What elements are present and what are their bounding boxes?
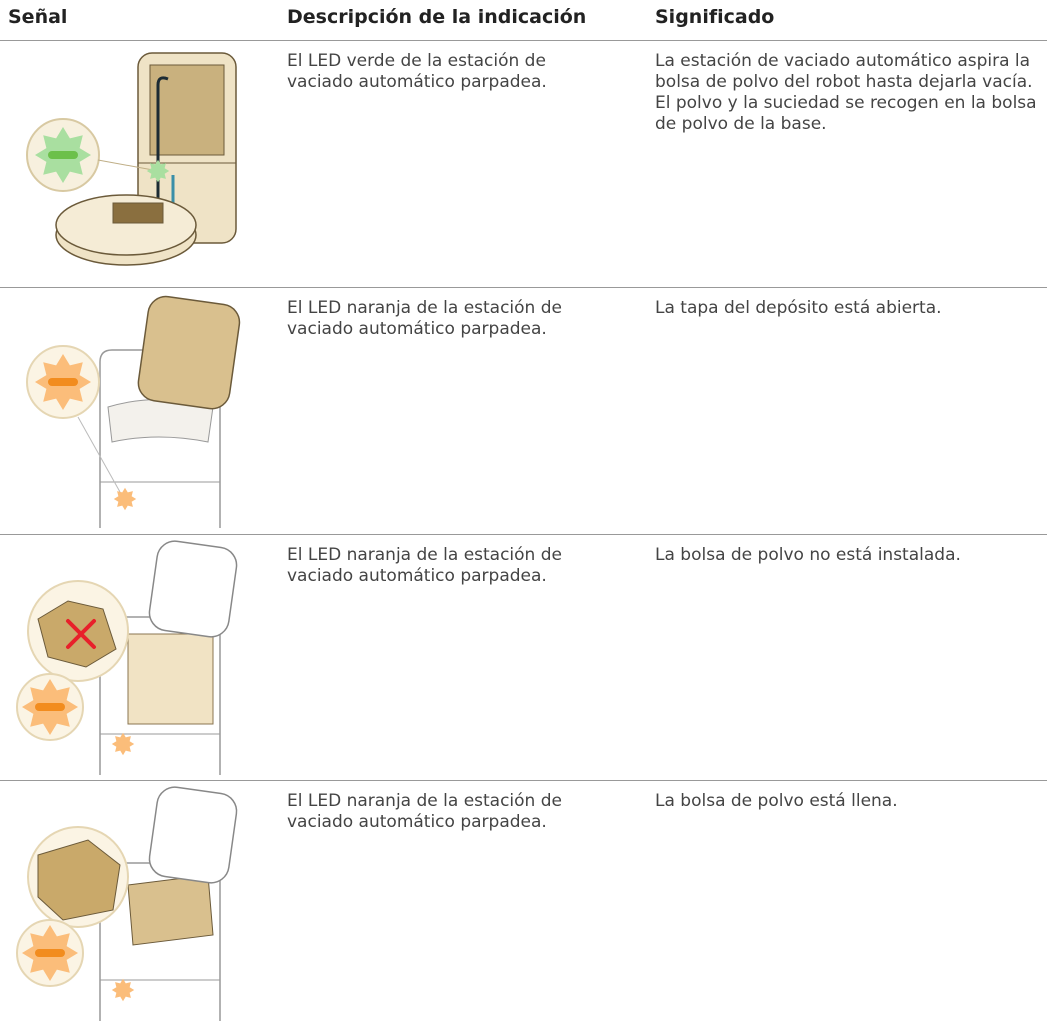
description: El LED verde de la estación de vaciado a… xyxy=(287,51,547,92)
illustration xyxy=(26,52,237,266)
meaning: La bolsa de polvo no está instalada. xyxy=(655,545,961,565)
meaning: La estación de vaciado automático aspira… xyxy=(655,51,1037,134)
description: El LED naranja de la estación de vaciado… xyxy=(287,298,562,339)
description: El LED naranja de la estación de vaciado… xyxy=(287,545,562,586)
meaning: La bolsa de polvo está llena. xyxy=(655,791,898,811)
illustration xyxy=(26,295,241,528)
meaning: La tapa del depósito está abierta. xyxy=(655,298,942,318)
header-cell: Significado xyxy=(655,6,775,28)
table-row: El LED verde de la estación de vaciado a… xyxy=(0,41,1047,288)
table-header: Señal Descripción de la indicación Signi… xyxy=(0,0,1047,41)
table-row: El LED naranja de la estación de vaciado… xyxy=(0,535,1047,781)
header-cell: Descripción de la indicación xyxy=(287,6,587,28)
table-row: El LED naranja de la estación de vaciado… xyxy=(0,288,1047,535)
illustration xyxy=(16,786,238,1021)
illustration xyxy=(16,540,238,775)
header-cell: Señal xyxy=(8,6,68,28)
table-row: El LED naranja de la estación de vaciado… xyxy=(0,781,1047,1024)
description: El LED naranja de la estación de vaciado… xyxy=(287,791,562,832)
